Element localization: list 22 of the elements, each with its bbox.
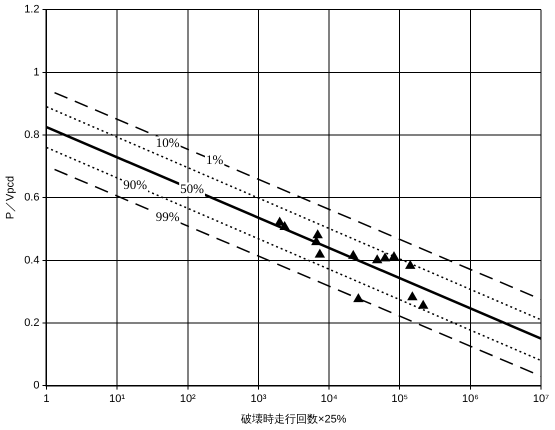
- x-tick-label: 1: [43, 393, 50, 406]
- x-tick-label: 10⁶: [462, 393, 479, 406]
- annotation: 90%: [123, 177, 148, 192]
- annotation: 10%: [156, 134, 180, 150]
- y-axis-title: P／Vpcd: [4, 176, 17, 220]
- y-tick-label: 0.4: [24, 254, 40, 266]
- x-tick-label: 10⁴: [320, 393, 338, 406]
- x-tick-label: 10⁷: [532, 393, 550, 406]
- x-tick-label: 10⁵: [391, 393, 408, 406]
- y-tick-label: 1: [33, 66, 40, 78]
- y-tick-label: 0.8: [24, 128, 40, 141]
- x-tick-label: 10²: [180, 393, 196, 406]
- x-axis-title: 破壊時走行回数×25%: [240, 412, 347, 426]
- y-tick-label: 0.6: [24, 192, 40, 204]
- y-tick-label: 1.2: [24, 4, 40, 16]
- annotation: 99%: [156, 208, 180, 224]
- y-tick-label: 0: [33, 380, 40, 392]
- x-tick-label: 10³: [250, 393, 267, 406]
- x-tick-label: 10¹: [109, 393, 126, 406]
- annotation: 1%: [206, 152, 224, 168]
- annotation: 50%: [180, 180, 204, 196]
- y-tick-label: 0.2: [24, 316, 40, 329]
